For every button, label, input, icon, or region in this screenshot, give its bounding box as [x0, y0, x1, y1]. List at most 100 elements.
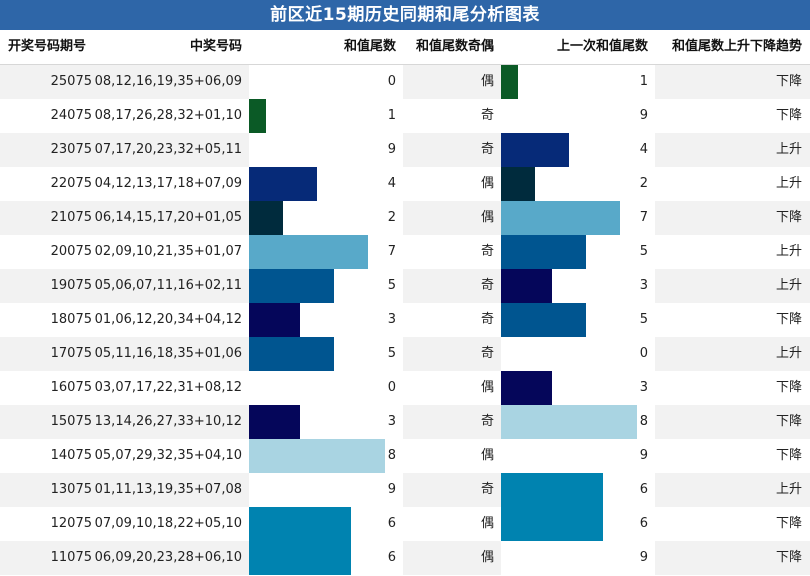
header-tail: 和值尾数	[343, 39, 396, 54]
parity-cell: 奇	[480, 312, 494, 327]
period-cell: 20075	[50, 244, 92, 259]
parity-cell: 奇	[480, 142, 494, 157]
table-row: 21075 06,14,15,17,20+01,05 2 偶 7 下降	[0, 201, 810, 235]
parity-cell: 奇	[480, 278, 494, 293]
header-parity: 和值尾数奇偶	[415, 39, 494, 54]
parity-cell: 偶	[480, 380, 494, 395]
prev-tail-value: 8	[639, 414, 648, 429]
table-row: 17075 05,11,16,18,35+01,06 5 奇 0 上升	[0, 337, 810, 371]
prev-tail-bar	[501, 133, 569, 167]
numbers-cell: 05,07,29,32,35+04,10	[94, 448, 242, 463]
prev-tail-value: 9	[639, 108, 648, 123]
tail-bar	[249, 439, 385, 473]
period-cell: 17075	[50, 346, 92, 361]
header-numbers: 中奖号码	[189, 39, 242, 54]
header-prev-tail: 上一次和值尾数	[556, 39, 648, 54]
tail-value: 0	[387, 74, 396, 89]
numbers-cell: 07,17,20,23,32+05,11	[94, 142, 242, 157]
trend-cell: 下降	[775, 448, 802, 463]
table-row: 14075 05,07,29,32,35+04,10 8 偶 9 下降	[0, 439, 810, 473]
trend-cell: 下降	[775, 312, 802, 327]
tail-bar	[249, 473, 402, 507]
prev-tail-value: 5	[639, 312, 648, 327]
parity-cell: 奇	[480, 244, 494, 259]
parity-cell: 偶	[480, 516, 494, 531]
prev-tail-bar	[501, 473, 603, 507]
header-trend: 和值尾数上升下降趋势	[671, 39, 802, 54]
numbers-cell: 07,09,10,18,22+05,10	[94, 516, 242, 531]
period-cell: 18075	[50, 312, 92, 327]
tail-value: 0	[387, 380, 396, 395]
tail-bar	[249, 99, 266, 133]
tail-bar	[249, 235, 368, 269]
prev-tail-value: 2	[639, 176, 648, 191]
table-row: 11075 06,09,20,23,28+06,10 6 偶 9 下降	[0, 541, 810, 575]
chart-title: 前区近15期历史同期和尾分析图表	[0, 0, 810, 30]
parity-cell: 奇	[480, 482, 494, 497]
prev-tail-value: 9	[639, 550, 648, 565]
numbers-cell: 03,07,17,22,31+08,12	[94, 380, 242, 395]
tail-value: 5	[387, 346, 396, 361]
tail-value: 4	[387, 176, 396, 191]
tail-bar-track	[249, 99, 403, 133]
prev-tail-bar-track	[501, 65, 655, 99]
table-row: 12075 07,09,10,18,22+05,10 6 偶 6 下降	[0, 507, 810, 541]
prev-tail-value: 0	[639, 346, 648, 361]
tail-value: 6	[387, 550, 396, 565]
numbers-cell: 05,06,07,11,16+02,11	[94, 278, 242, 293]
tail-value: 6	[387, 516, 396, 531]
prev-tail-value: 7	[639, 210, 648, 225]
numbers-cell: 01,06,12,20,34+04,12	[94, 312, 242, 327]
period-cell: 23075	[50, 142, 92, 157]
numbers-cell: 13,14,26,27,33+10,12	[94, 414, 242, 429]
trend-cell: 下降	[775, 108, 802, 123]
table-row: 24075 08,17,26,28,32+01,10 1 奇 9 下降	[0, 99, 810, 133]
prev-tail-value: 4	[639, 142, 648, 157]
prev-tail-bar	[501, 269, 552, 303]
table-row: 15075 13,14,26,27,33+10,12 3 奇 8 下降	[0, 405, 810, 439]
prev-tail-bar	[501, 167, 535, 201]
prev-tail-bar	[501, 303, 586, 337]
period-cell: 22075	[50, 176, 92, 191]
table-body: 25075 08,12,16,19,35+06,09 0 偶 1 下降 24075 08,17…	[0, 65, 810, 575]
trend-cell: 上升	[775, 244, 802, 259]
tail-value: 9	[387, 482, 396, 497]
parity-cell: 偶	[480, 448, 494, 463]
trend-cell: 下降	[775, 414, 802, 429]
trend-cell: 下降	[775, 380, 802, 395]
prev-tail-value: 3	[639, 380, 648, 395]
parity-cell: 偶	[480, 176, 494, 191]
trend-cell: 上升	[775, 278, 802, 293]
numbers-cell: 04,12,13,17,18+07,09	[94, 176, 242, 191]
trend-cell: 上升	[775, 176, 802, 191]
numbers-cell: 01,11,13,19,35+07,08	[94, 482, 242, 497]
numbers-cell: 02,09,10,21,35+01,07	[94, 244, 242, 259]
trend-cell: 下降	[775, 74, 802, 89]
trend-cell: 上升	[775, 142, 802, 157]
period-cell: 14075	[50, 448, 92, 463]
prev-tail-value: 5	[639, 244, 648, 259]
table-row: 18075 01,06,12,20,34+04,12 3 奇 5 下降	[0, 303, 810, 337]
tail-bar-track	[249, 65, 403, 99]
tail-bar	[249, 167, 317, 201]
tail-bar	[249, 541, 351, 575]
tail-bar	[249, 269, 334, 303]
prev-tail-bar	[501, 541, 654, 575]
period-cell: 16075	[50, 380, 92, 395]
tail-value: 2	[387, 210, 396, 225]
prev-tail-bar	[501, 507, 603, 541]
prev-tail-value: 9	[639, 448, 648, 463]
tail-value: 3	[387, 414, 396, 429]
period-cell: 24075	[50, 108, 92, 123]
table-row: 13075 01,11,13,19,35+07,08 9 奇 6 上升	[0, 473, 810, 507]
table-row: 16075 03,07,17,22,31+08,12 0 偶 3 下降	[0, 371, 810, 405]
tail-value: 3	[387, 312, 396, 327]
tail-bar	[249, 133, 402, 167]
table-header: 开奖号码期号 中奖号码 和值尾数 和值尾数奇偶 上一次和值尾数 和值尾数上升下降…	[0, 30, 810, 65]
trend-cell: 下降	[775, 210, 802, 225]
parity-cell: 奇	[480, 346, 494, 361]
prev-tail-bar	[501, 201, 620, 235]
period-cell: 15075	[50, 414, 92, 429]
prev-tail-bar	[501, 235, 586, 269]
header-period: 开奖号码期号	[8, 39, 87, 54]
